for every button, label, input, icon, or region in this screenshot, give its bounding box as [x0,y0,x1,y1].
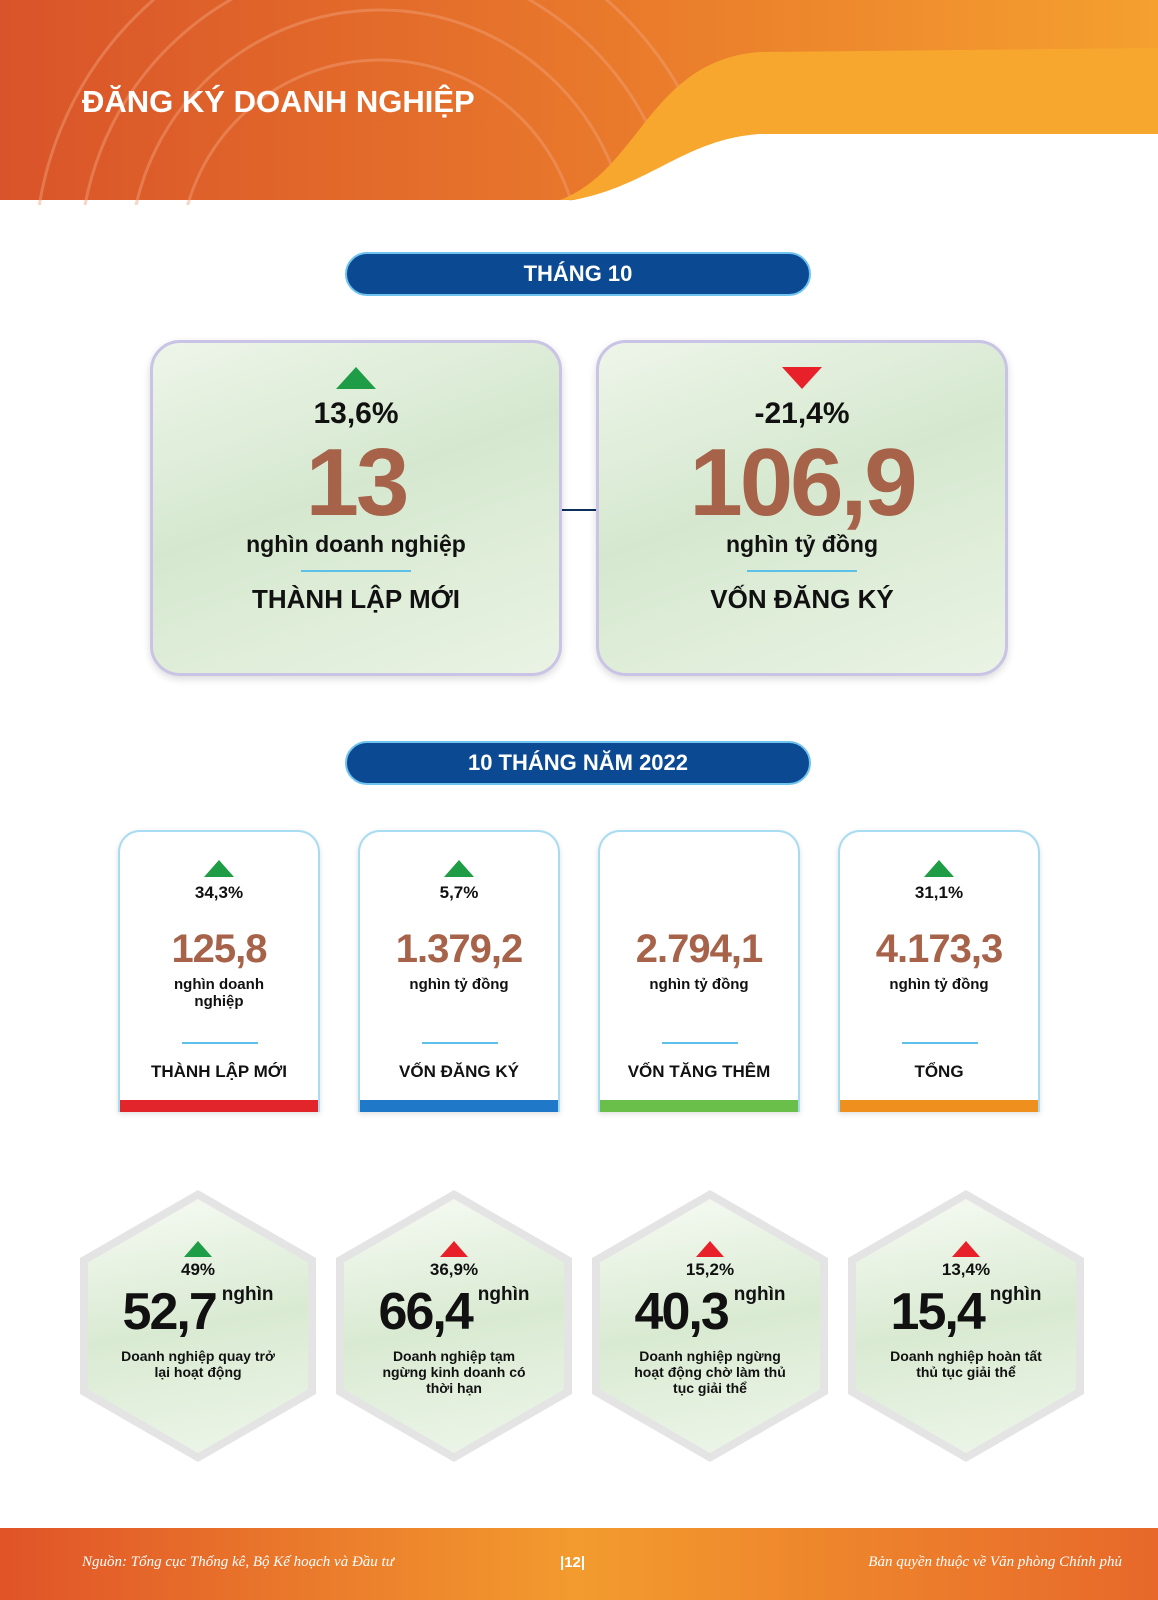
unit: nghìn doanh nghiệp [246,531,466,557]
footer-band [0,1528,1158,1600]
header-banner [0,0,1158,205]
divider [902,1042,978,1044]
unit: nghìn tỷ đồng [725,531,878,557]
label: TỔNG [914,1062,964,1081]
trend-arrow [184,1241,212,1257]
value: 52,7 [122,1283,218,1341]
description: Doanh nghiệp tạm ngừng kinh doanh có thờ… [382,1348,526,1396]
year-card: 31,1% 4.173,3 nghìn tỷ đồng TỔNG [838,830,1040,1112]
unit: nghìn tỷ đồng [409,976,509,993]
divider [747,570,857,572]
description: Doanh nghiệp hoàn tất thủ tục giải thể [890,1348,1042,1380]
label: VỐN ĐĂNG KÝ [399,1062,519,1081]
value: 13 [305,429,410,536]
change: 15,2% [685,1260,735,1279]
unit: nghìn [477,1284,530,1305]
page-number: |12| [560,1554,586,1571]
label: THÀNH LẬP MỚI [150,1062,288,1081]
change: -21,4% [754,397,850,430]
change: 13,6% [313,397,399,430]
value: 2.794,1 [635,927,763,971]
color-bar [840,1100,1038,1112]
change: 5,7% [439,883,479,902]
unit: nghìn tỷ đồng [889,976,989,993]
hexagon-inner: 13,4% 15,4 nghìn Doanh nghiệp hoàn tất thủ … [856,1199,1076,1453]
color-bar [120,1100,318,1112]
hexagon: 13,4% 15,4 nghìn Doanh nghiệp hoàn tất thủ … [848,1190,1084,1462]
hexagon-inner: 36,9% 66,4 nghìn Doanh nghiệp tạm ngừng kin… [344,1199,564,1453]
trend-arrow [924,860,954,877]
month-card: -21,4% 106,9 nghìn tỷ đồng VỐN ĐĂNG KÝ [596,340,1008,676]
change: 49% [180,1260,216,1279]
divider [301,570,411,572]
value-row: 52,7 nghìn [88,1284,308,1340]
trend-arrow [696,1241,724,1257]
value: 66,4 [378,1283,474,1341]
label: VỐN ĐĂNG KÝ [710,584,894,614]
year-card: 34,3% 125,8 nghìn doanh nghiệp THÀNH LẬP MỚ… [118,830,320,1112]
hexagon: 15,2% 40,3 nghìn Doanh nghiệp ngừng hoạt độ… [592,1190,828,1462]
value: 125,8 [171,927,267,971]
trend-arrow [444,860,474,877]
trend-arrow [782,367,822,389]
trend-arrow [952,1241,980,1257]
hexagon: 49% 52,7 nghìn Doanh nghiệp quay trở lại ho… [80,1190,316,1462]
unit: nghìn [221,1284,274,1305]
month-card: 13,6% 13 nghìn doanh nghiệp THÀNH LẬP MỚI [150,340,562,676]
change: 31,1% [914,883,964,902]
trend-arrow [336,367,376,389]
change [600,883,798,903]
page-title: ĐĂNG KÝ DOANH NGHIỆP [82,84,475,119]
copyright: Bản quyền thuộc về Văn phòng Chính phủ [868,1554,1122,1570]
divider [182,1042,258,1044]
value-row: 15,4 nghìn [856,1284,1076,1340]
unit: nghìn tỷ đồng [649,976,749,993]
hexagon: 36,9% 66,4 nghìn Doanh nghiệp tạm ngừng kin… [336,1190,572,1462]
unit: nghìn doanh nghiệp [174,976,264,1010]
description: Doanh nghiệp quay trở lại hoạt động [121,1348,275,1380]
value: 106,9 [689,429,917,536]
hexagon-inner: 49% 52,7 nghìn Doanh nghiệp quay trở lại ho… [88,1199,308,1453]
trend-arrow [440,1241,468,1257]
hexagon-inner: 15,2% 40,3 nghìn Doanh nghiệp ngừng hoạt độ… [600,1199,820,1453]
year-card: 2.794,1 nghìn tỷ đồng VỐN TĂNG THÊM [598,830,800,1112]
value-row: 40,3 nghìn [600,1284,820,1340]
description: Doanh nghiệp ngừng hoạt động chờ làm thủ… [634,1348,786,1396]
change: 34,3% [194,883,244,902]
divider [662,1042,738,1044]
section-heading: 10 THÁNG NĂM 2022 [345,741,811,785]
value: 15,4 [890,1283,986,1341]
label: VỐN TĂNG THÊM [627,1062,771,1081]
value: 1.379,2 [395,927,523,971]
color-bar [600,1100,798,1112]
unit: nghìn [989,1284,1042,1305]
value: 40,3 [634,1283,730,1341]
change: 36,9% [429,1260,479,1279]
divider [422,1042,498,1044]
trend-arrow [204,860,234,877]
color-bar [360,1100,558,1112]
change: 13,4% [941,1260,991,1279]
section-heading: THÁNG 10 [345,252,811,296]
unit: nghìn [733,1284,786,1305]
source-note: Nguồn: Tổng cục Thống kê, Bộ Kế hoạch và… [82,1554,394,1570]
value: 4.173,3 [875,927,1003,971]
year-card: 5,7% 1.379,2 nghìn tỷ đồng VỐN ĐĂNG KÝ [358,830,560,1112]
value-row: 66,4 nghìn [344,1284,564,1340]
label: THÀNH LẬP MỚI [251,584,461,614]
